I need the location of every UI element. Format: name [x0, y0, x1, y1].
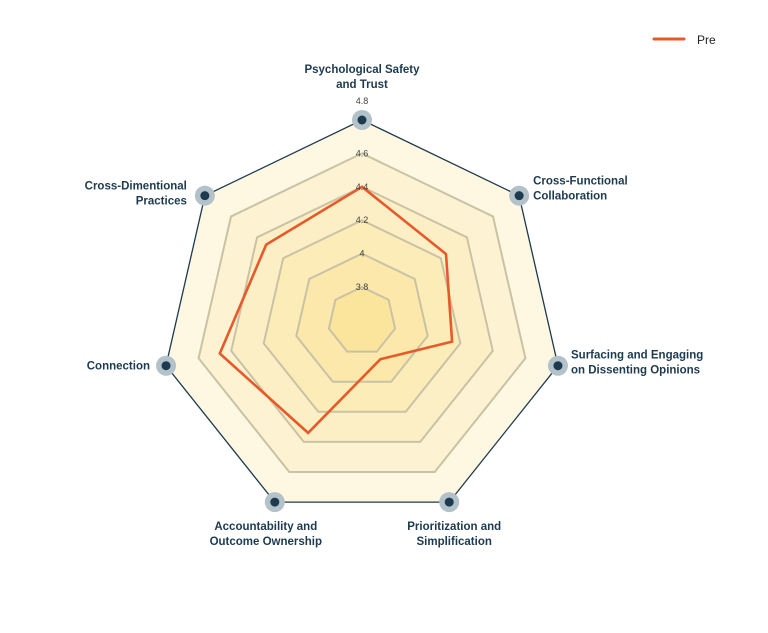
axis-label-0-line-1: and Trust — [336, 79, 388, 91]
tick-labels: 3.8 4 4.2 4.4 4.6 4.8 — [356, 96, 369, 292]
radar-outer-outline — [165, 119, 559, 503]
tick-label-5: 4.8 — [356, 96, 369, 106]
axis-labels: Psychological Safety and Trust Cross-Funct… — [85, 64, 704, 548]
tick-label-3: 4.4 — [356, 182, 369, 192]
axis-markers — [156, 110, 568, 513]
axis-marker-0 — [357, 115, 367, 125]
tick-label-0: 3.8 — [356, 282, 369, 292]
grid-ring-1 — [295, 252, 429, 383]
grid-ring-0 — [327, 285, 397, 353]
axis-label-3: Prioritization and Simplification — [407, 521, 501, 548]
axis-label-1-line-1: Collaboration — [533, 191, 607, 203]
axis-label-2: Surfacing and Engaging on Dissenting Opin… — [571, 350, 703, 377]
axis-marker-4 — [270, 497, 280, 507]
axis-label-4-line-1: Outcome Ownership — [210, 536, 322, 548]
axis-label-2-line-0: Surfacing and Engaging — [571, 350, 703, 362]
legend[interactable]: Pre — [652, 33, 716, 47]
axis-label-4-line-0: Accountability and — [214, 521, 317, 533]
legend-label-pre: Pre — [697, 33, 716, 47]
axis-label-0: Psychological Safety and Trust — [304, 64, 420, 91]
axis-label-4: Accountability and Outcome Ownership — [210, 521, 322, 548]
grid-ring-2 — [262, 219, 462, 413]
axis-marker-2 — [553, 361, 563, 371]
series-line-pre — [218, 185, 454, 435]
radial-band-0 — [328, 287, 396, 352]
radial-grid — [197, 152, 527, 473]
tick-label-2: 4.2 — [356, 215, 369, 225]
axis-marker-6 — [200, 191, 210, 201]
axis-label-1: Cross-Functional Collaboration — [533, 176, 628, 203]
axis-label-0-line-0: Psychological Safety — [304, 64, 420, 76]
axis-label-6-line-1: Practices — [136, 196, 187, 208]
axis-label-5-line-0: Connection — [87, 361, 150, 373]
axis-marker-1 — [514, 191, 524, 201]
radial-bands — [166, 120, 558, 503]
axis-label-6: Cross-Dimentional Practices — [85, 181, 187, 208]
axis-label-5: Connection — [87, 361, 150, 373]
axis-label-2-line-1: on Dissenting Opinions — [571, 365, 700, 377]
axis-label-3-line-0: Prioritization and — [407, 521, 501, 533]
axis-label-6-line-0: Cross-Dimentional — [85, 181, 187, 193]
tick-label-4: 4.6 — [356, 148, 369, 158]
axis-marker-3 — [444, 497, 454, 507]
tick-label-1: 4 — [359, 249, 364, 259]
grid-ring-3 — [230, 185, 494, 443]
axis-label-3-line-1: Simplification — [416, 536, 491, 548]
grid-ring-4 — [197, 152, 527, 473]
series-layer — [218, 185, 454, 435]
radar-outline — [165, 119, 559, 503]
axis-label-1-line-0: Cross-Functional — [533, 176, 628, 188]
axis-marker-5 — [161, 361, 171, 371]
